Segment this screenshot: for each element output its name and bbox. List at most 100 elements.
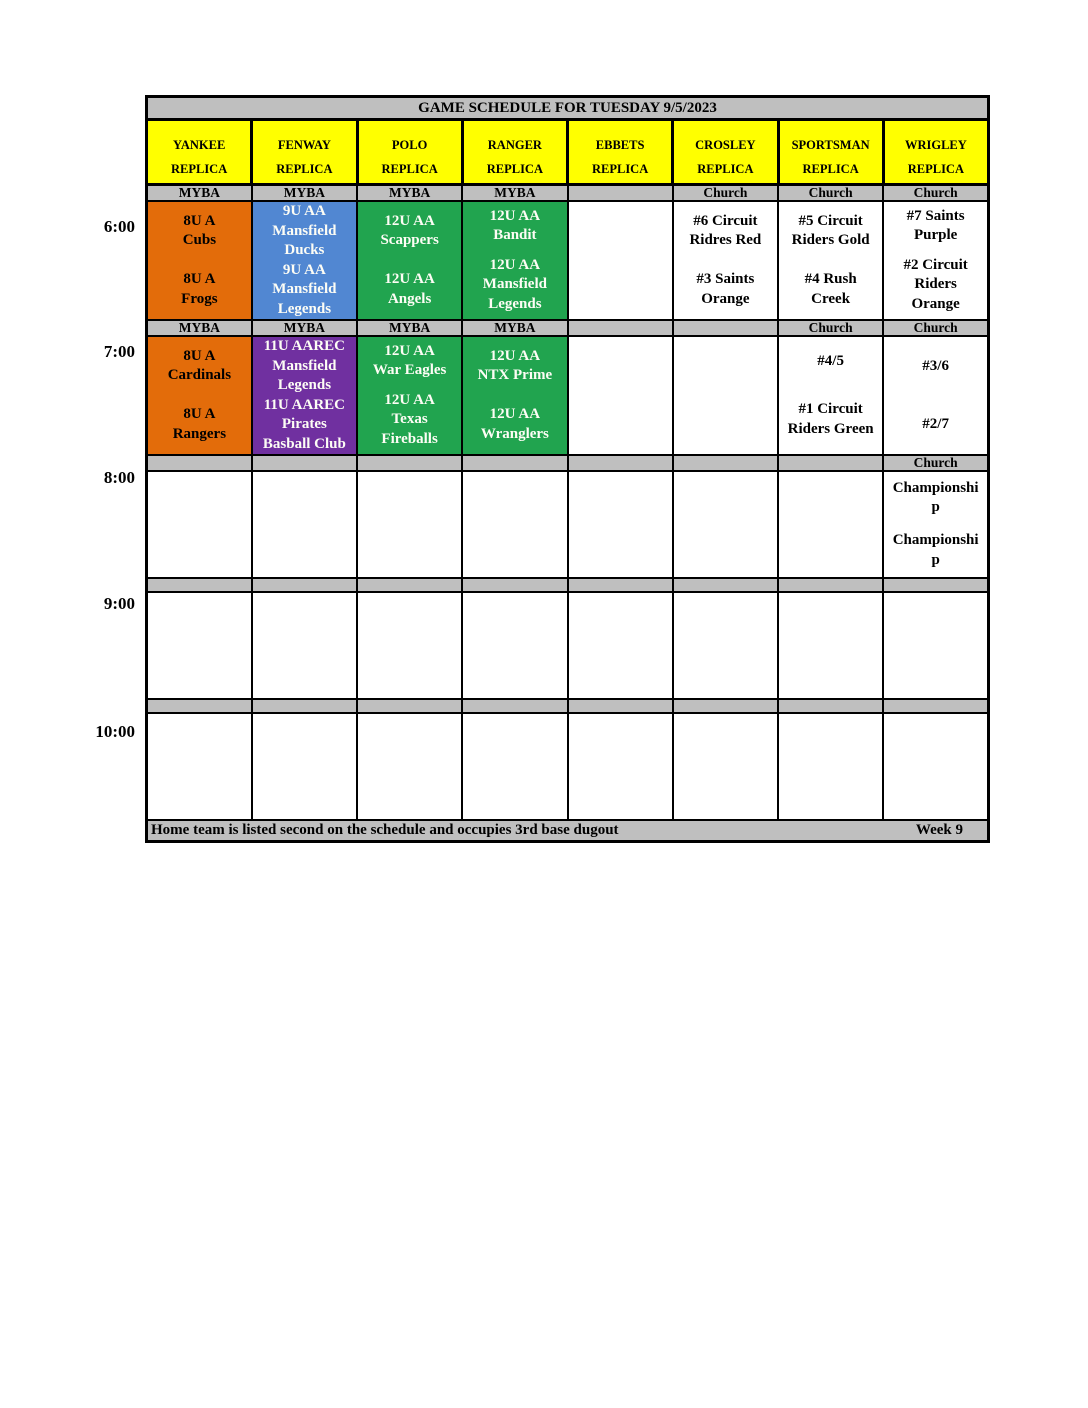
game-cell: #3/6 #2/7 — [882, 335, 990, 456]
away-team: 12U AA War Eagles — [372, 342, 447, 379]
home-team: 11U AAREC Pirates Basball Club — [262, 396, 346, 452]
home-team: 12U AA Texas Fireballs — [381, 391, 438, 447]
venue-header-wrigley: WRIGLEY REPLICA — [881, 118, 991, 186]
home-team: #2 Circuit Riders Orange — [903, 256, 968, 312]
org-label: MYBA — [355, 183, 464, 202]
footer-note: Home team is listed second on the schedu… — [151, 822, 619, 838]
org-label: MYBA — [461, 183, 569, 202]
venue-header-crosley: CROSLEY REPLICA — [671, 118, 780, 186]
venue-header-ebbets: EBBETS REPLICA — [565, 118, 675, 186]
venue-header-sportsman: SPORTSMAN REPLICA — [776, 118, 885, 186]
home-team: 8U A Rangers — [172, 406, 227, 442]
org-label — [250, 454, 359, 472]
org-label: MYBA — [250, 319, 359, 337]
game-cell — [566, 591, 674, 700]
org-label: MYBA — [250, 183, 359, 202]
footer-row: Home team is listed second on the schedu… — [145, 819, 990, 843]
venue-type: REPLICA — [697, 161, 754, 176]
venue-name: RANGER — [487, 137, 542, 152]
venue-header-polo: POLO REPLICA — [355, 118, 464, 186]
org-label — [250, 698, 359, 714]
time-label-8: 8:00 — [103, 468, 135, 487]
game-cell — [566, 470, 674, 579]
game-cell — [250, 470, 359, 579]
home-team: 12U AA Angels — [384, 271, 435, 307]
home-team: 12U AA Wranglers — [480, 406, 549, 442]
org-label-row-900 — [145, 577, 990, 593]
game-cell — [566, 200, 674, 321]
time-label-9: 9:00 — [103, 594, 135, 613]
org-label — [461, 454, 569, 472]
game-cell — [671, 470, 780, 579]
game-cell: 9U AA Mansfield Ducks 9U AA Mansfield Leg… — [250, 200, 359, 321]
game-cell: #6 Circuit Ridres Red #3 Saints Orange — [671, 200, 780, 321]
time-label-7: 7:00 — [103, 342, 135, 361]
venue-type: REPLICA — [486, 161, 543, 176]
org-label — [566, 319, 674, 337]
org-label-row-1000 — [145, 698, 990, 714]
org-label — [671, 319, 780, 337]
org-label — [566, 698, 674, 714]
game-row-1000 — [145, 712, 990, 821]
time-label-6: 6:00 — [103, 217, 135, 236]
venue-type: REPLICA — [170, 161, 228, 176]
game-cell: #7 Saints Purple #2 Circuit Riders Orange — [882, 200, 990, 321]
home-team: 12U AA Mansfield Legends — [482, 256, 547, 312]
org-label — [776, 577, 885, 593]
game-cell — [671, 335, 780, 456]
venue-name: FENWAY — [277, 137, 331, 152]
org-label — [145, 454, 253, 472]
venue-header-yankee: YANKEE REPLICA — [144, 118, 254, 186]
away-team: #6 Circuit Ridres Red — [689, 212, 762, 249]
home-team: Championship — [892, 532, 979, 568]
away-team: 8U A Cubs — [182, 212, 217, 249]
game-cell-championship: Championship Championship — [882, 470, 990, 579]
venue-type: REPLICA — [381, 161, 438, 176]
org-label: Church — [882, 454, 990, 472]
venue-name: YANKEE — [172, 137, 226, 152]
footer-cell: Home team is listed second on the schedu… — [145, 819, 990, 843]
game-cell — [776, 712, 885, 821]
org-label — [882, 698, 990, 714]
org-label: Church — [882, 319, 990, 337]
game-cell — [145, 591, 253, 700]
org-label — [566, 577, 674, 593]
org-label: Church — [776, 319, 885, 337]
org-label — [776, 698, 885, 714]
org-label — [882, 577, 990, 593]
game-cell: 12U AA NTX Prime 12U AA Wranglers — [461, 335, 569, 456]
game-row-600: 8U A Cubs 8U A Frogs 9U AA Mansfield Duck… — [145, 200, 990, 321]
schedule-table: GAME SCHEDULE FOR TUESDAY 9/5/2023 YANKE… — [144, 95, 991, 843]
away-team: 12U AA Bandit — [489, 207, 541, 244]
home-team: 8U A Frogs — [181, 271, 218, 307]
game-cell: #4/5 #1 Circuit Riders Green — [776, 335, 885, 456]
away-team: 8U A Cardinals — [167, 347, 232, 384]
away-team: 12U AA NTX Prime — [477, 347, 553, 384]
game-row-900 — [145, 591, 990, 700]
org-label: Church — [671, 183, 780, 202]
game-cell: #5 Circuit Riders Gold #4 Rush Creek — [776, 200, 885, 321]
venue-type: REPLICA — [591, 161, 649, 176]
org-label — [145, 698, 253, 714]
org-label-row-700: MYBA MYBA MYBA MYBA Church Church — [145, 319, 990, 337]
game-cell: 12U AA War Eagles 12U AA Texas Fireballs — [355, 335, 464, 456]
org-label — [355, 454, 464, 472]
away-team: #5 Circuit Riders Gold — [791, 212, 870, 249]
org-label — [355, 577, 464, 593]
org-label — [566, 183, 674, 202]
game-cell — [355, 591, 464, 700]
home-team: #3 Saints Orange — [696, 271, 755, 307]
away-team: Championship — [892, 479, 979, 516]
game-cell — [461, 470, 569, 579]
venue-name: WRIGLEY — [904, 137, 967, 152]
org-label — [250, 577, 359, 593]
venue-type: REPLICA — [276, 161, 333, 176]
game-cell — [461, 591, 569, 700]
org-label-row-800: Church — [145, 454, 990, 472]
away-team: #4/5 — [817, 352, 844, 369]
footer-week: Week 9 — [915, 822, 963, 838]
game-cell — [145, 712, 253, 821]
org-label: MYBA — [355, 319, 464, 337]
venue-name: SPORTSMAN — [791, 137, 870, 152]
